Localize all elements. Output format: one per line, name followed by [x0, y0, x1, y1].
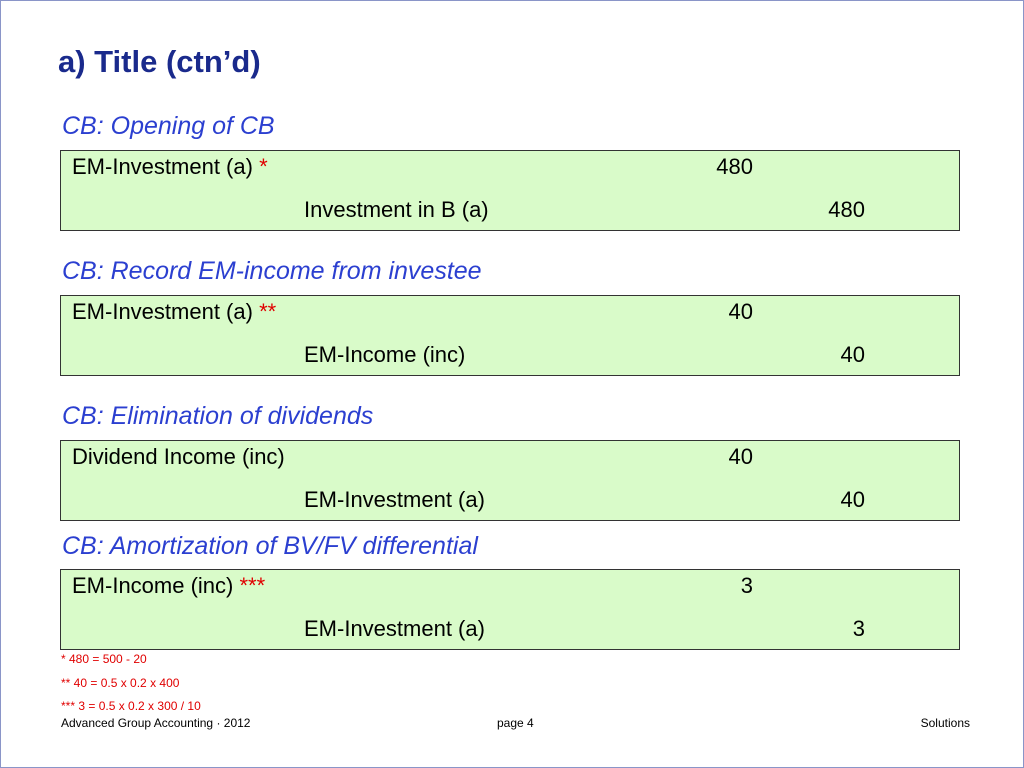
- debit-amount: 3: [740, 573, 753, 598]
- debit-amount: 40: [728, 444, 753, 469]
- section-heading-amortization: CB: Amortization of BV/FV differential: [62, 532, 478, 560]
- section-heading-opening: CB: Opening of CB: [62, 112, 275, 140]
- debit-account-line: EM-Investment (a) **: [72, 299, 276, 325]
- debit-account-line: EM-Investment (a) *: [72, 154, 268, 180]
- footnote-marker: *: [259, 154, 268, 179]
- footer-page-number: page 4: [497, 716, 534, 730]
- debit-amount: 480: [716, 154, 753, 179]
- debit-account-line: EM-Income (inc) ***: [72, 573, 265, 599]
- credit-amount: 40: [840, 342, 865, 367]
- journal-entry-dividends: Dividend Income (inc) 40 EM-Investment (…: [60, 440, 960, 521]
- slide-title: a) Title (ctn’d): [58, 44, 261, 79]
- credit-account: EM-Investment (a): [304, 616, 485, 641]
- section-heading-dividends: CB: Elimination of dividends: [62, 402, 374, 430]
- journal-entry-opening: EM-Investment (a) * 480 Investment in B …: [60, 150, 960, 231]
- debit-account: EM-Income (inc): [72, 573, 234, 598]
- footnote-marker: **: [259, 299, 277, 324]
- debit-amount: 40: [728, 299, 753, 324]
- footnote-2: ** 40 = 0.5 x 0.2 x 400: [61, 676, 180, 690]
- journal-entry-amortization: EM-Income (inc) *** 3 EM-Investment (a) …: [60, 569, 960, 650]
- section-heading-em-income: CB: Record EM-income from investee: [62, 257, 482, 285]
- footer-section: Solutions: [920, 716, 970, 730]
- debit-account: EM-Investment (a): [72, 154, 253, 179]
- credit-account: Investment in B (a): [304, 197, 489, 222]
- debit-account: Dividend Income (inc): [72, 444, 285, 469]
- journal-entry-em-income: EM-Investment (a) ** 40 EM-Income (inc) …: [60, 295, 960, 376]
- footnote-marker: ***: [239, 573, 266, 598]
- footnote-3: *** 3 = 0.5 x 0.2 x 300 / 10: [61, 699, 201, 713]
- debit-account: EM-Investment (a): [72, 299, 253, 324]
- credit-amount: 40: [840, 487, 865, 512]
- credit-account: EM-Investment (a): [304, 487, 485, 512]
- footnote-1: * 480 = 500 - 20: [61, 652, 147, 666]
- credit-amount: 480: [828, 197, 865, 222]
- credit-amount: 3: [852, 616, 865, 641]
- credit-account: EM-Income (inc): [304, 342, 466, 367]
- footer-course: Advanced Group Accounting · 2012: [61, 716, 251, 730]
- debit-account-line: Dividend Income (inc): [72, 444, 285, 470]
